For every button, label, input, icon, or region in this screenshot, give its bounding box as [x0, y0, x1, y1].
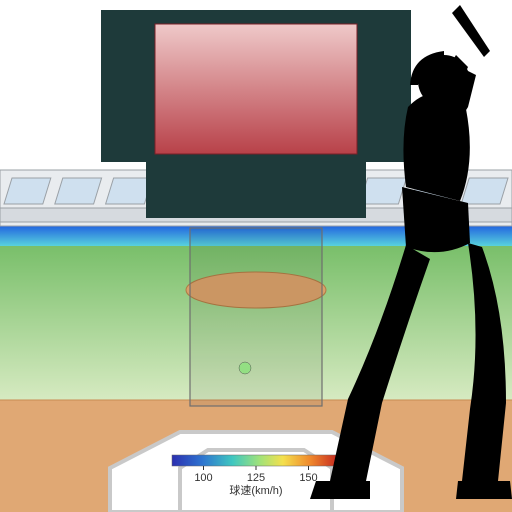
speed-tick-label: 100 [194, 472, 212, 484]
speed-tick-label: 125 [247, 472, 265, 484]
pitch-marker [239, 362, 251, 374]
speed-colorbar [172, 455, 340, 466]
scoreboard-screen [155, 24, 357, 154]
speed-axis-label: 球速(km/h) [229, 483, 282, 497]
pitch-location-chart: 100 125 150 球速(km/h) [0, 0, 512, 512]
pitch-markers [239, 362, 251, 374]
scoreboard-foot [146, 162, 366, 218]
strike-zone [190, 228, 322, 406]
scoreboard [101, 10, 411, 218]
speed-tick-label: 150 [299, 472, 317, 484]
